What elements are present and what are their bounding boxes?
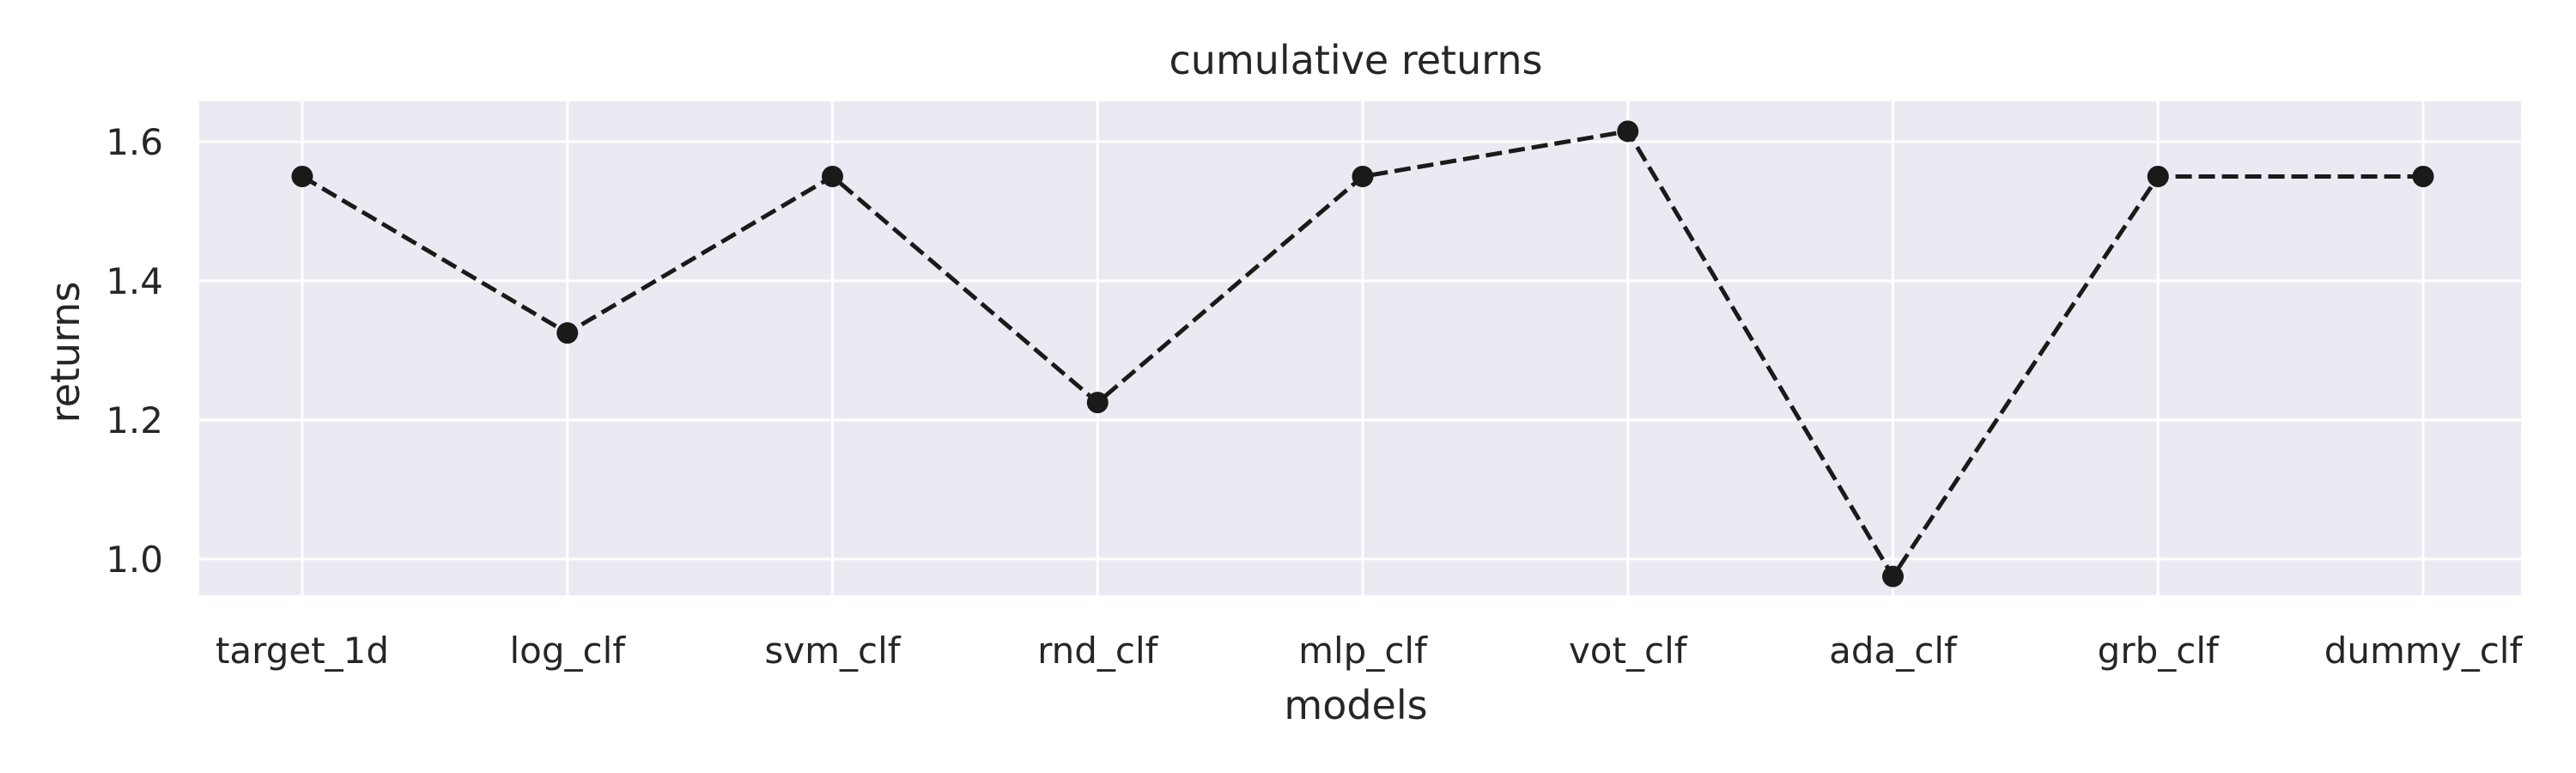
data-point (1352, 165, 1374, 187)
y-tick-label: 1.6 (106, 121, 163, 163)
x-tick-label: svm_clf (764, 630, 901, 672)
x-tick-label: dummy_clf (2324, 630, 2524, 672)
y-axis-label: returns (42, 282, 88, 423)
x-tick-labels: target_1d log_clf svm_clf rnd_clf mlp_clf vot… (216, 630, 2524, 672)
data-point (2147, 165, 2169, 187)
data-point (291, 165, 313, 187)
data-point (2412, 165, 2434, 187)
y-tick-label: 1.4 (106, 260, 163, 302)
x-tick-label: grb_clf (2098, 630, 2220, 672)
data-point (822, 165, 843, 187)
data-point (1086, 392, 1109, 414)
chart-title: cumulative returns (1170, 37, 1543, 83)
x-tick-label: ada_clf (1829, 630, 1958, 672)
y-tick-labels: 1.0 1.2 1.4 1.6 (106, 121, 163, 581)
data-point (1617, 120, 1639, 143)
x-tick-label: vot_clf (1569, 630, 1688, 672)
series-layer (291, 120, 2434, 587)
x-tick-label: rnd_clf (1037, 630, 1159, 672)
x-tick-label: mlp_clf (1298, 630, 1428, 672)
data-point (1882, 565, 1904, 587)
x-tick-label: target_1d (216, 630, 389, 672)
x-axis-label: models (1284, 682, 1427, 728)
y-tick-label: 1.0 (106, 539, 163, 581)
data-point (556, 322, 579, 344)
x-tick-label: log_clf (509, 630, 626, 672)
y-tick-label: 1.2 (106, 399, 163, 441)
